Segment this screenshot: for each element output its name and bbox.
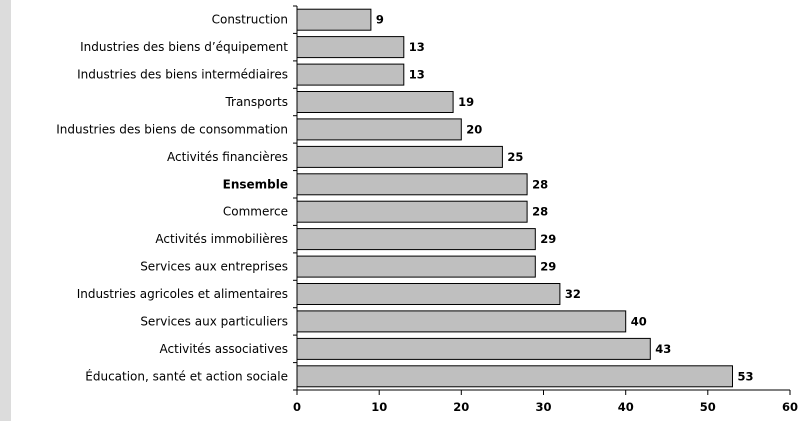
data-label: 28: [532, 177, 548, 191]
category-label: Industries des biens de consommation: [56, 122, 288, 136]
x-tick-label: 10: [371, 400, 387, 414]
value-labels: 9 13 13 19 20 25 28 28 29 29 32 40 43 53: [376, 13, 754, 384]
data-label: 20: [466, 122, 482, 136]
data-label: 32: [565, 287, 581, 301]
x-tick-label: 30: [535, 400, 551, 414]
bar: [296, 118, 462, 141]
category-label: Activités associatives: [160, 342, 288, 356]
category-label: Activités financières: [167, 150, 288, 164]
x-tick-label: 0: [293, 400, 301, 414]
data-label: 40: [631, 314, 647, 328]
data-label: 53: [738, 369, 754, 383]
data-label: 29: [540, 260, 556, 274]
bar: [296, 145, 503, 168]
category-label: Construction: [212, 13, 288, 27]
bar: [296, 173, 528, 196]
data-label: 9: [376, 13, 384, 27]
bar: [296, 337, 651, 360]
category-label: Ensemble: [223, 177, 288, 191]
bar: [296, 8, 372, 31]
category-label: Services aux particuliers: [140, 314, 288, 328]
bar: [296, 200, 528, 223]
category-label: Services aux entreprises: [140, 260, 288, 274]
x-tick-label: 40: [618, 400, 634, 414]
bar: [296, 365, 733, 388]
data-label: 13: [409, 68, 425, 82]
x-tick-label: 50: [700, 400, 716, 414]
category-label: Industries des biens d’équipement: [80, 40, 288, 54]
data-label: 28: [532, 205, 548, 219]
category-label: Industries des biens intermédiaires: [77, 68, 288, 82]
bars-layer: [296, 8, 733, 388]
category-label: Éducation, santé et action sociale: [85, 368, 288, 383]
bar: [296, 36, 405, 59]
category-label: Activités immobilières: [155, 232, 288, 246]
bar: [296, 63, 405, 86]
data-label: 13: [409, 40, 425, 54]
x-tick-label: 60: [782, 400, 798, 414]
data-label: 29: [540, 232, 556, 246]
data-label: 19: [458, 95, 474, 109]
bar: [296, 255, 536, 278]
category-labels: Construction Industries des biens d’équip…: [56, 13, 288, 384]
bar: [296, 228, 536, 251]
category-label: Industries agricoles et alimentaires: [77, 287, 288, 301]
x-axis: 0 10 20 30 40 50 60: [293, 5, 798, 414]
data-label: 25: [507, 150, 523, 164]
bar: [296, 91, 454, 113]
data-label: 43: [655, 342, 671, 356]
category-label: Commerce: [223, 205, 288, 219]
x-tick-label: 20: [453, 400, 469, 414]
category-label: Transports: [224, 95, 288, 109]
bar: [296, 310, 627, 333]
bar: [296, 283, 561, 305]
